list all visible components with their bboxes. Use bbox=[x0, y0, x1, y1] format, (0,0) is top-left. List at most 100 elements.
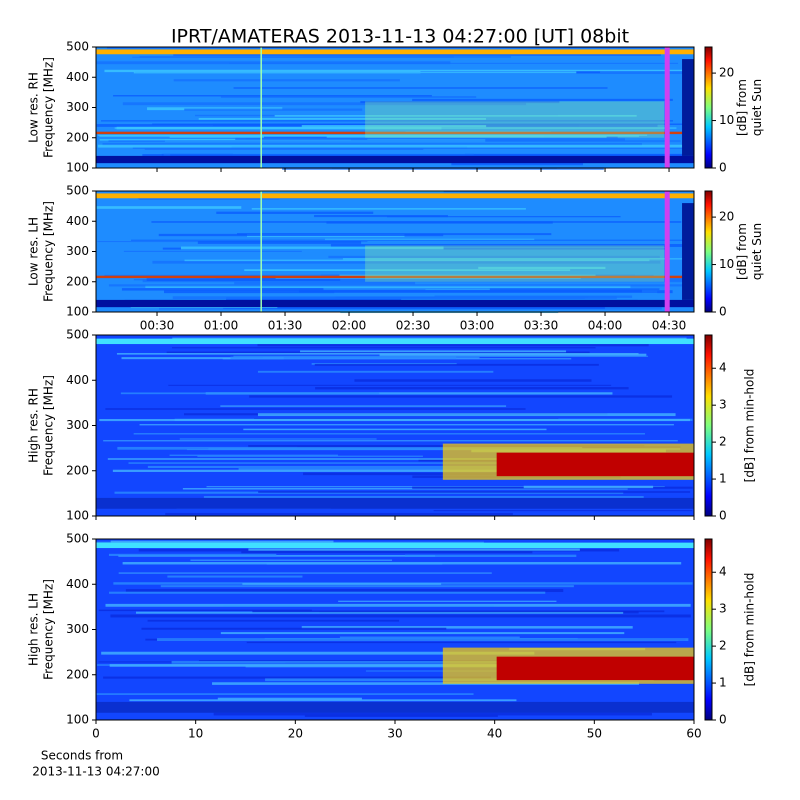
x-tick-label: 00:30 bbox=[140, 319, 175, 333]
colorbar-tick-label: 0 bbox=[719, 161, 727, 175]
spectrogram-band bbox=[197, 455, 423, 457]
x-tick-label: 01:00 bbox=[204, 319, 239, 333]
spectrogram-band bbox=[110, 540, 334, 543]
spectrogram-band bbox=[146, 278, 341, 281]
spectrogram-band bbox=[122, 102, 527, 106]
y-tick-label: 300 bbox=[66, 418, 89, 432]
spectrogram-band bbox=[220, 632, 625, 635]
spectrogram-band bbox=[182, 488, 628, 490]
spectrogram-band bbox=[248, 548, 580, 551]
spectrogram-band bbox=[147, 619, 400, 622]
spectrogram-band bbox=[96, 275, 694, 279]
spectrogram-band bbox=[173, 79, 400, 82]
x-tick-label: 04:30 bbox=[652, 319, 687, 333]
spectrogram-band bbox=[390, 56, 511, 58]
spectrogram-band bbox=[379, 353, 647, 357]
colorbar bbox=[704, 46, 713, 169]
colorbar-label: [dB] from min-hold bbox=[743, 573, 757, 687]
y-tick-label: 500 bbox=[66, 532, 89, 546]
spectrogram-band bbox=[244, 269, 571, 272]
spectrogram-band bbox=[303, 472, 570, 476]
x-tick-label: 02:00 bbox=[332, 319, 367, 333]
x-tick-label: 02:30 bbox=[396, 319, 431, 333]
spectrogram-band bbox=[117, 446, 583, 450]
spectrogram-band bbox=[138, 197, 280, 200]
spectrogram-band bbox=[190, 559, 393, 561]
x-tick-label: 20 bbox=[288, 727, 303, 741]
x-tick-label: 0 bbox=[92, 727, 100, 741]
spectrogram-band bbox=[664, 191, 670, 312]
y-tick-label: 400 bbox=[66, 373, 89, 387]
spectrogram-band bbox=[523, 485, 654, 489]
spectrogram-band bbox=[96, 338, 694, 345]
spectrogram-band bbox=[122, 562, 682, 565]
spectrogram-band bbox=[151, 221, 682, 223]
spectrogram-band bbox=[405, 554, 577, 558]
spectrogram-band bbox=[108, 553, 277, 556]
spectrogram-band bbox=[184, 259, 650, 262]
colorbar-tick-label: 0 bbox=[719, 305, 727, 319]
x-tick-label: 30 bbox=[387, 727, 402, 741]
colorbar-label: quiet Sun bbox=[750, 223, 764, 280]
colorbar-label: [dB] from min-hold bbox=[743, 369, 757, 483]
y-tick-label: 400 bbox=[66, 70, 89, 84]
y-label: Low res. RH bbox=[27, 72, 41, 143]
y-tick-label: 100 bbox=[66, 305, 89, 319]
colorbar-tick-label: 3 bbox=[719, 602, 727, 616]
y-tick-label: 500 bbox=[66, 328, 89, 342]
y-label: Frequency [MHz] bbox=[42, 579, 56, 680]
spectrogram-band bbox=[478, 266, 606, 269]
spectrogram-band bbox=[326, 135, 607, 138]
spectrogram-band bbox=[342, 258, 693, 260]
spectrogram-band bbox=[158, 233, 444, 237]
spectrogram-band bbox=[172, 347, 596, 349]
spectrogram-band bbox=[324, 238, 535, 241]
spectrogram-band bbox=[118, 572, 492, 574]
spectrogram-band bbox=[412, 98, 673, 101]
spectrogram-band bbox=[103, 676, 491, 679]
y-tick-label: 200 bbox=[66, 463, 89, 477]
spectrogram-band bbox=[116, 353, 639, 355]
spectrogram-band bbox=[172, 296, 617, 300]
colorbar-tick-label: 20 bbox=[719, 66, 734, 80]
spectrogram-band bbox=[166, 351, 590, 354]
spectrogram-band bbox=[107, 458, 641, 460]
spectrogram-band bbox=[234, 281, 416, 285]
x-tick-label: 40 bbox=[487, 727, 502, 741]
spectrogram-band bbox=[260, 47, 262, 168]
spectrogram-band bbox=[233, 355, 649, 357]
spectrogram-band bbox=[168, 384, 612, 386]
x-tick-label: 50 bbox=[587, 727, 602, 741]
colorbar-tick-label: 20 bbox=[719, 210, 734, 224]
spectrogram-band bbox=[198, 118, 487, 120]
spectrogram-band bbox=[496, 656, 694, 681]
spectrogram-band bbox=[217, 697, 362, 700]
spectrogram-band bbox=[121, 288, 324, 291]
colorbar-tick-label: 10 bbox=[719, 257, 734, 271]
spectrogram-band bbox=[103, 440, 678, 442]
spectrogram-band bbox=[96, 299, 694, 308]
colorbar-label: [dB] from bbox=[735, 223, 749, 280]
spectrogram-band bbox=[184, 108, 363, 111]
spectrogram-band bbox=[216, 211, 374, 214]
spectrogram-band bbox=[213, 712, 652, 716]
spectrogram-band bbox=[246, 641, 677, 644]
spectrogram-band bbox=[133, 433, 645, 435]
spectrogram-band bbox=[360, 101, 560, 104]
spectrogram-band bbox=[220, 405, 507, 407]
colorbar-tick-label: 0 bbox=[719, 509, 727, 523]
colorbar-tick-label: 10 bbox=[719, 113, 734, 127]
y-tick-label: 400 bbox=[66, 214, 89, 228]
spectrogram-band bbox=[251, 208, 526, 210]
spectrogram-band bbox=[243, 428, 547, 431]
spectrogram-band bbox=[130, 306, 278, 309]
colorbar-tick-label: 4 bbox=[719, 565, 727, 579]
spectrogram-band bbox=[132, 56, 304, 58]
spectrogram-band bbox=[314, 363, 599, 366]
spectrogram-band bbox=[139, 424, 674, 426]
y-tick-label: 300 bbox=[66, 244, 89, 258]
spectrogram-band bbox=[257, 413, 676, 417]
x-tick-label: 03:00 bbox=[460, 319, 495, 333]
spectrogram-band bbox=[489, 288, 660, 291]
